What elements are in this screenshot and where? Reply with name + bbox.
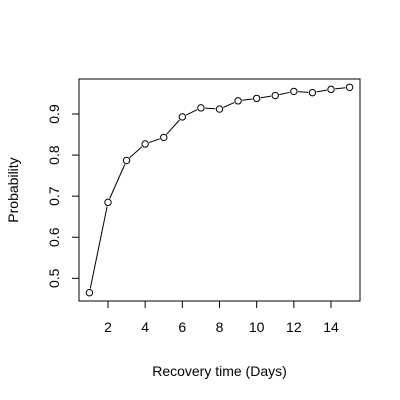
line-segment: [260, 95, 272, 99]
x-tick-label: 2: [104, 319, 112, 335]
line-segment: [89, 206, 108, 289]
data-point: [327, 85, 335, 94]
y-axis: 0.5 0.6 0.7 0.8 0.9: [46, 104, 80, 288]
y-tick-label: 0.9: [46, 104, 62, 124]
data-point: [234, 97, 242, 105]
y-tick-label: 0.5: [46, 268, 62, 288]
line-segment: [242, 98, 253, 101]
x-axis-title: Recovery time (Days): [152, 363, 287, 379]
data-point: [345, 83, 354, 91]
line-segment: [279, 91, 290, 96]
data-point: [85, 289, 94, 297]
x-tick-label: 4: [141, 319, 149, 335]
data-point: [104, 198, 112, 207]
x-tick-label: 8: [216, 319, 224, 335]
data-point: [308, 88, 317, 97]
y-axis-title: Probability: [5, 157, 21, 222]
data-point: [160, 133, 168, 142]
line-segment: [316, 89, 327, 93]
x-tick-label: 10: [249, 319, 265, 335]
data-point: [215, 105, 224, 113]
y-tick-label: 0.8: [46, 145, 62, 165]
data-point: [197, 104, 205, 112]
data-point: [252, 94, 261, 103]
x-tick-label: 6: [178, 319, 186, 335]
line-segment: [166, 119, 180, 135]
y-tick-label: 0.6: [46, 227, 62, 247]
data-point: [290, 87, 298, 96]
line-segment: [205, 107, 216, 110]
line-segment: [109, 164, 126, 199]
x-tick-label: 14: [323, 319, 339, 335]
x-tick-label: 12: [286, 319, 302, 335]
line-segment: [297, 91, 309, 93]
data-point: [178, 113, 187, 121]
line-segment: [129, 146, 143, 159]
data-point: [141, 140, 149, 148]
x-axis: 2 4 6 8 10 12 14: [104, 300, 339, 335]
line-segment: [335, 87, 346, 90]
y-tick-label: 0.7: [46, 186, 62, 206]
line-segment: [223, 102, 235, 108]
data-point: [271, 91, 279, 100]
line-segment: [185, 109, 198, 116]
line-segment: [148, 138, 160, 144]
data-point: [122, 156, 131, 165]
series-line: [85, 83, 354, 297]
